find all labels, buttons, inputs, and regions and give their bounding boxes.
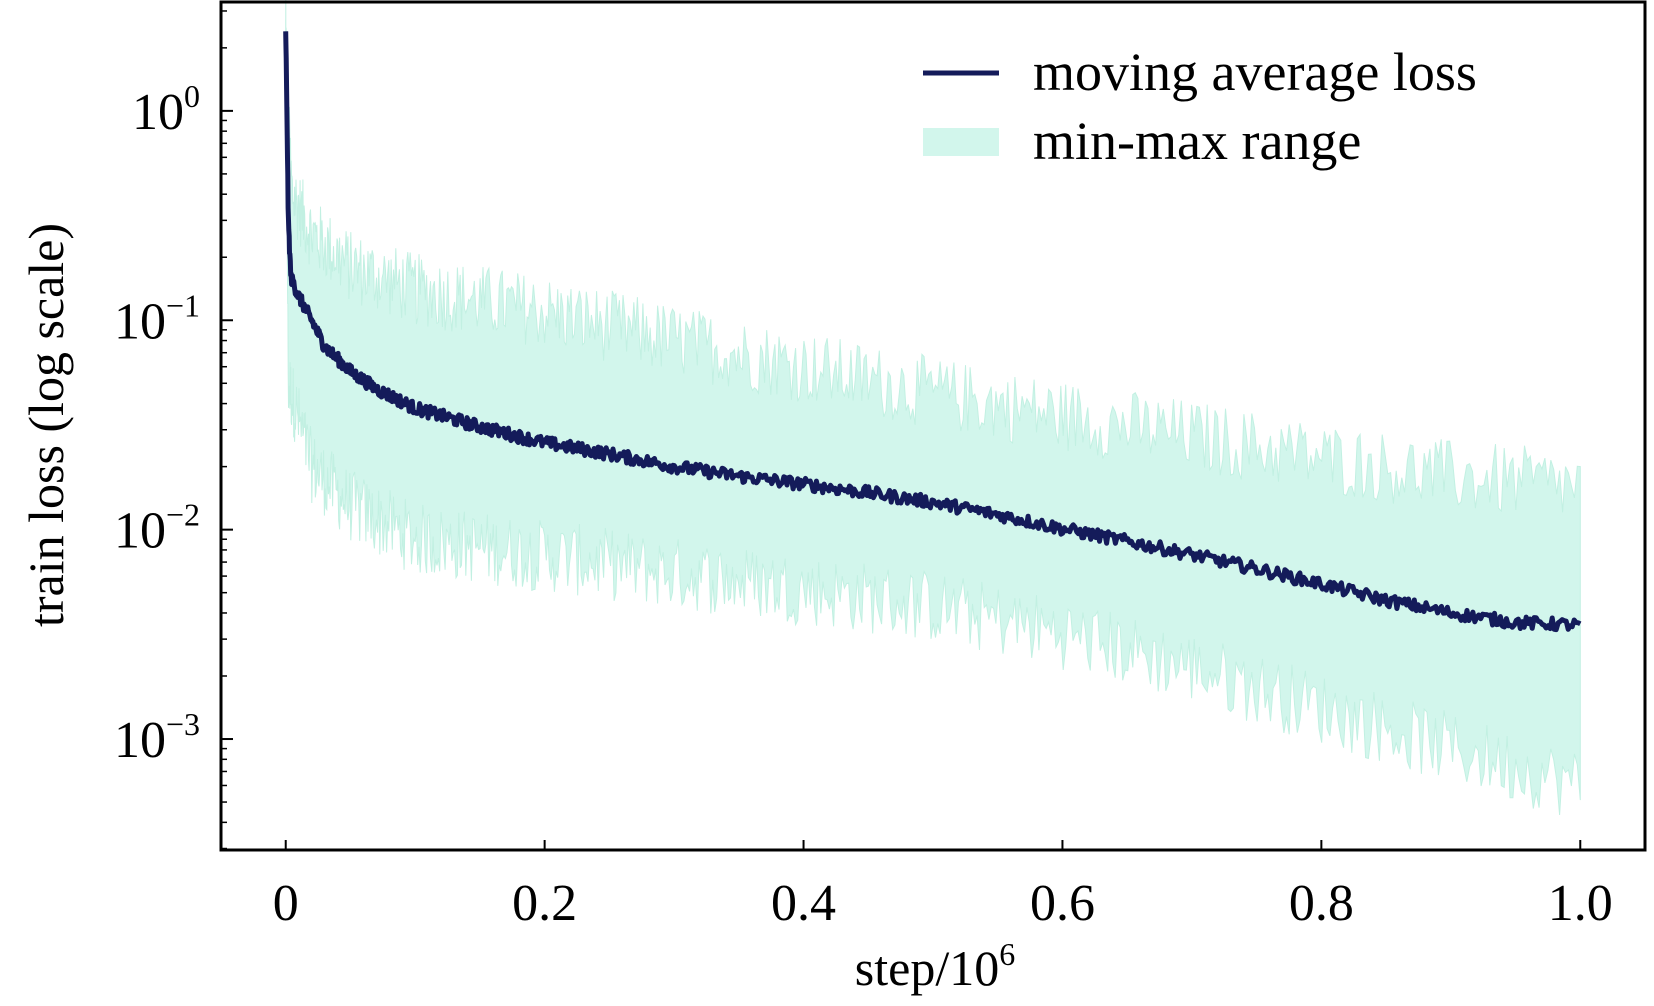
x-tick-label: 1.0 [1548,875,1613,932]
y-tick-label: 10−2 [114,497,200,560]
y-tick-label-exponent: −3 [166,706,200,742]
x-axis-label-exponent: 6 [999,936,1015,972]
legend-label-moving-average: moving average loss [1033,42,1477,102]
y-axis-label: train loss (log scale) [18,223,74,627]
x-axis-label: step/106 [855,936,1015,996]
x-axis-label-base: step/10 [855,940,999,996]
plot-frame [219,0,1647,852]
y-tick-label-exponent: −1 [166,287,200,323]
y-tick-label: 10−3 [114,706,200,769]
legend: moving average loss min-max range [923,42,1477,171]
legend-band-swatch [923,128,999,156]
y-tick-label-base: 10 [114,503,166,560]
y-tick-label-exponent: −2 [166,497,200,533]
x-tick-label: 0.4 [771,875,836,932]
min-max-band [285,0,1581,816]
x-tick-label: 0 [273,875,299,932]
y-tick-label-base: 10 [114,712,166,769]
moving-average-line-layer [283,31,1582,633]
y-tick-label: 100 [132,78,200,141]
min-max-band-layer [285,0,1581,816]
y-tick-label-base: 10 [132,84,184,141]
y-tick-label-base: 10 [114,293,166,350]
x-tick-label: 0.8 [1289,875,1354,932]
x-tick-label: 0.6 [1030,875,1095,932]
x-axis: 0 0.2 0.4 0.6 0.8 1.0 [273,840,1613,932]
x-tick-label: 0.2 [512,875,577,932]
moving-average-line [283,31,1582,633]
legend-label-min-max: min-max range [1033,111,1361,171]
y-tick-label: 10−1 [114,287,200,350]
y-tick-label-exponent: 0 [184,78,200,114]
